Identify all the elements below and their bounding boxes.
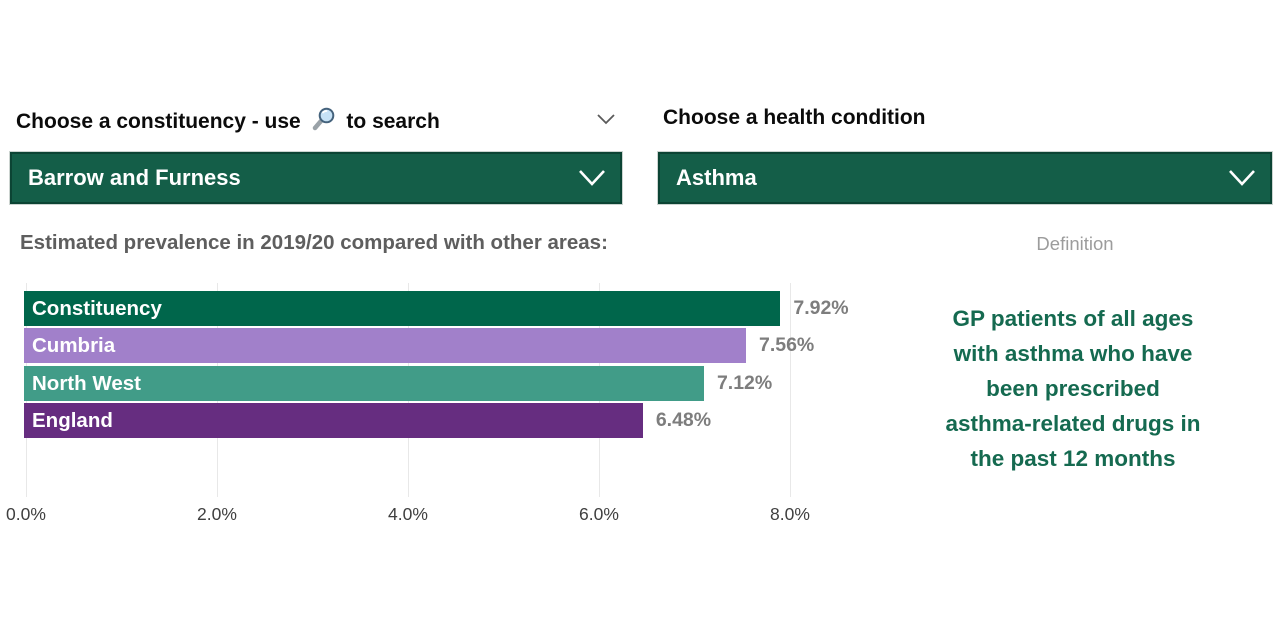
bar-category-label: North West [32, 371, 141, 395]
condition-dropdown-value: Asthma [676, 165, 757, 190]
bar-constituency[interactable]: Constituency [24, 291, 781, 326]
bar-value-label: 7.56% [758, 334, 815, 357]
chevron-down-icon[interactable] [1226, 168, 1258, 193]
bar-chart: 0.0% 2.0% 4.0% 6.0% 8.0% Constituency 7.92% Cum… [6, 283, 870, 533]
constituency-slicer-collapse-chevron-icon[interactable] [597, 112, 615, 130]
definition-heading: Definition [1036, 233, 1114, 254]
x-axis-tick-label: 6.0% [579, 504, 619, 524]
bar-value-label: 7.12% [716, 371, 773, 394]
bar-england[interactable]: England [24, 403, 643, 439]
chart-title: Estimated prevalence in 2019/20 compared… [20, 231, 608, 254]
constituency-label-suffix: to search [346, 110, 440, 133]
bar-category-label: England [32, 409, 113, 433]
bar-category-label: Constituency [32, 297, 162, 320]
x-gridline [790, 283, 791, 497]
bar-category-label: Cumbria [32, 334, 116, 358]
condition-label-text: Choose a health condition [663, 106, 926, 129]
constituency-label-prefix: Choose a constituency - use [16, 110, 301, 133]
definition-text: GP patients of all ages with asthma who … [945, 306, 1201, 471]
x-axis-tick-label: 4.0% [388, 504, 428, 524]
x-axis-tick-label: 8.0% [770, 504, 810, 524]
x-axis-tick-label: 0.0% [6, 504, 46, 524]
magnifier-icon [311, 106, 337, 138]
bar-value-label: 7.92% [793, 297, 849, 319]
bar-north-west[interactable]: North West [24, 365, 704, 401]
bar-cumbria[interactable]: Cumbria [24, 328, 746, 364]
condition-dropdown[interactable]: Asthma [658, 152, 1272, 204]
constituency-dropdown-value: Barrow and Furness [28, 165, 241, 190]
constituency-dropdown[interactable]: Barrow and Furness [10, 152, 622, 204]
condition-slicer-label: Choose a health condition [663, 106, 926, 130]
chevron-down-icon[interactable] [576, 168, 608, 193]
x-axis-tick-label: 2.0% [197, 504, 237, 524]
bar-value-label: 6.48% [655, 409, 712, 432]
constituency-slicer-label: Choose a constituency - use to search [16, 106, 440, 138]
